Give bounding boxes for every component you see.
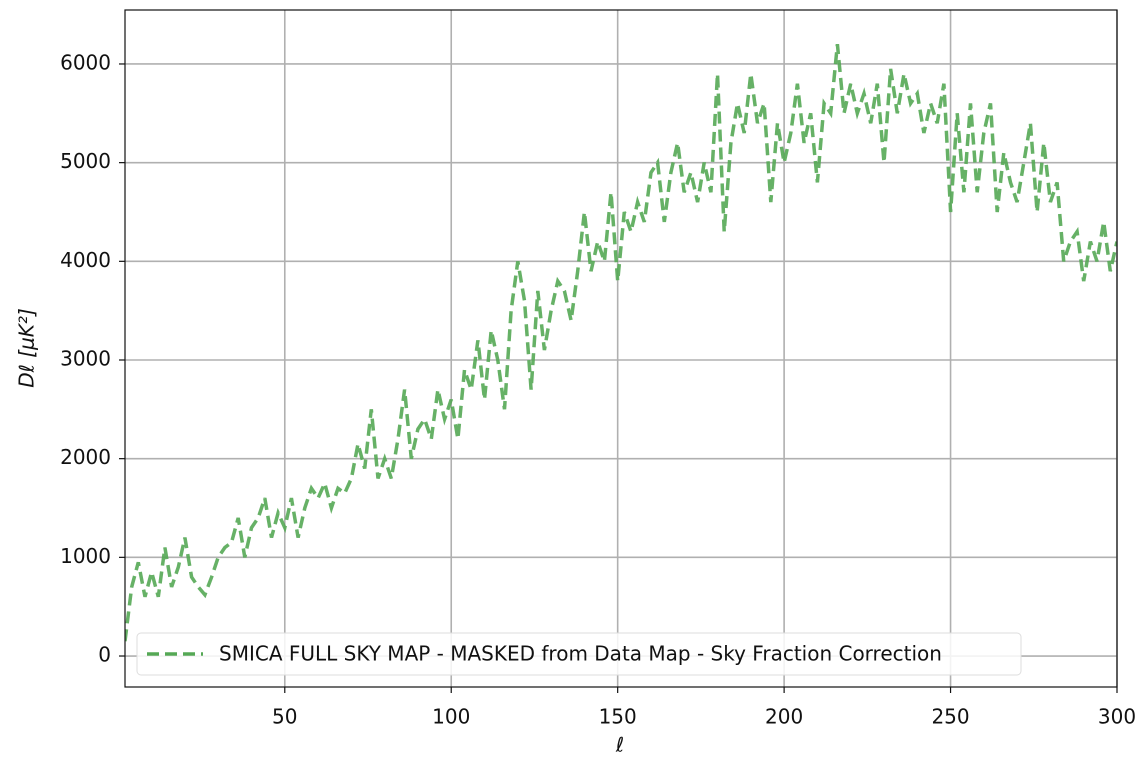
y-tick-label: 0 — [98, 643, 111, 667]
x-tick-label: 50 — [272, 705, 297, 729]
y-tick-label: 4000 — [60, 248, 111, 272]
legend-box — [136, 632, 1022, 676]
legend-label: SMICA FULL SKY MAP - MASKED from Data Ma… — [219, 642, 942, 666]
y-tick-label: 5000 — [60, 149, 111, 173]
data-line — [125, 44, 1117, 642]
y-tick-label: 1000 — [60, 544, 111, 568]
y-tick-label: 3000 — [60, 346, 111, 370]
x-tick-label: 100 — [432, 705, 470, 729]
x-tick-label: 150 — [599, 705, 637, 729]
y-axis-label: Dℓ [μK²] — [15, 308, 39, 387]
plot-frame — [124, 9, 1118, 688]
x-tick-label: 200 — [765, 705, 803, 729]
x-tick-label: 250 — [931, 705, 969, 729]
x-axis-label: ℓ — [615, 733, 624, 757]
y-tick-label: 2000 — [60, 445, 111, 469]
x-tick-label: 300 — [1098, 705, 1136, 729]
y-tick-label: 6000 — [60, 50, 111, 74]
